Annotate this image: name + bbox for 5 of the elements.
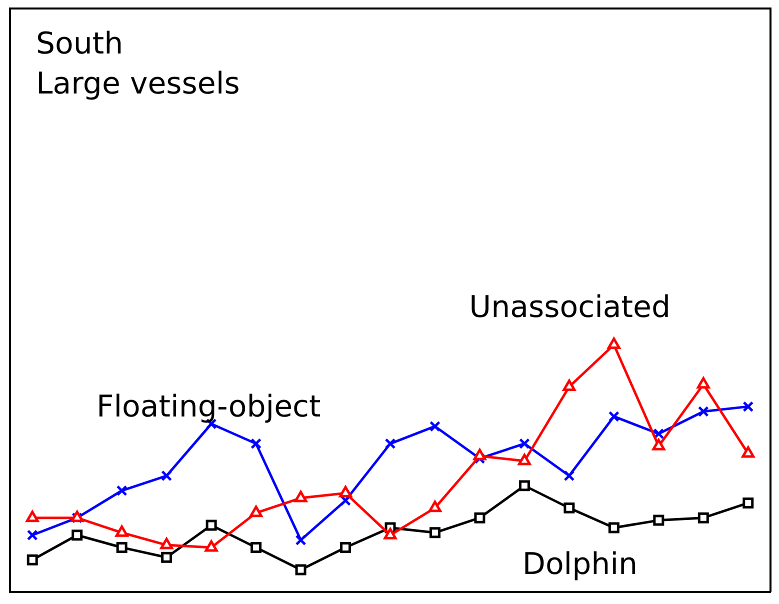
series-label: Floating-object — [96, 389, 322, 424]
series-label: Dolphin — [522, 546, 638, 582]
text: South — [36, 26, 124, 62]
text: Large vessels — [36, 66, 240, 102]
series-label: Unassociated — [469, 290, 671, 326]
